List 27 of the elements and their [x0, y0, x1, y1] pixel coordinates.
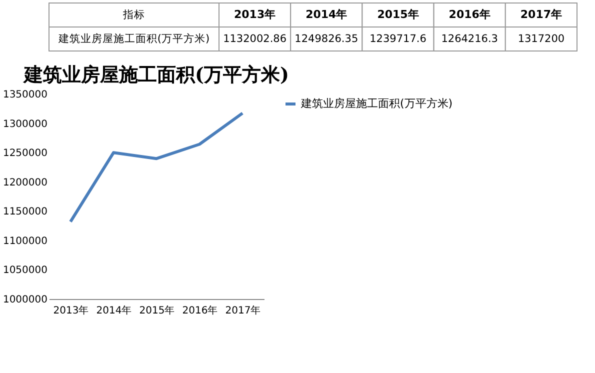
y-tick-label: 1300000: [2, 118, 48, 130]
x-tick-label: 2013年: [53, 304, 89, 316]
x-tick-label: 2015年: [377, 8, 419, 21]
data-label: 1264216.3: [441, 33, 498, 45]
x-tick-label: 2017年: [225, 304, 261, 316]
y-tick-label: 1150000: [2, 206, 48, 218]
y-tick-label: 1350000: [2, 90, 48, 100]
x-tick-label: 2016年: [182, 304, 218, 316]
x-tick-label: 2014年: [96, 304, 132, 316]
y-tick-label: 1250000: [2, 148, 48, 160]
data-label: 1317200: [518, 33, 565, 45]
y-tick-label: 1000000: [2, 294, 48, 306]
data-label: 1132002.86: [223, 33, 287, 45]
data-label: 1239717.6: [370, 33, 427, 45]
x-tick-label: 2016年: [448, 8, 490, 21]
legend-label: 建筑业房屋施工面积(万平方米): [300, 97, 453, 110]
x-tick-label: 2015年: [139, 304, 175, 316]
y-axis-title: 指标: [122, 9, 145, 21]
data-label: 1249826.35: [294, 33, 358, 45]
chart-title: 建筑业房屋施工面积(万平方米): [22, 64, 289, 86]
y-tick-label: 1200000: [2, 177, 48, 188]
x-tick-label: 2014年: [306, 8, 348, 21]
x-tick-label: 2017年: [520, 8, 562, 21]
x-tick-label: 2013年: [234, 8, 276, 21]
line-series: [69, 112, 244, 224]
y-tick-label: 1100000: [2, 236, 48, 247]
y-tick-label: 1050000: [2, 265, 48, 276]
